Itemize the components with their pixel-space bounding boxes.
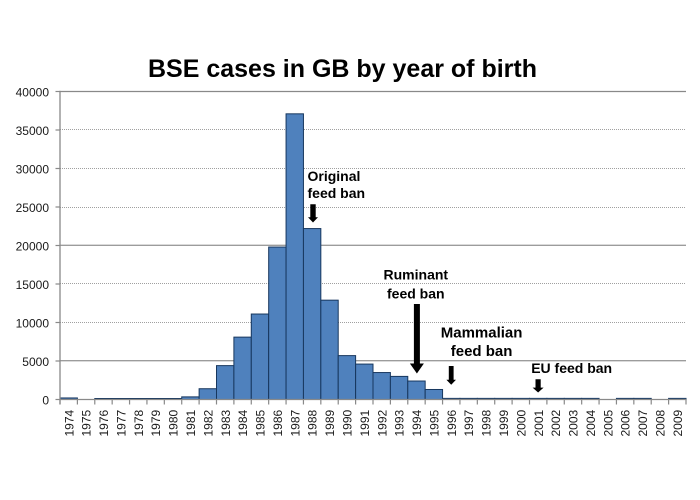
svg-text:35000: 35000 [16, 124, 50, 138]
svg-text:feed ban: feed ban [387, 285, 445, 301]
svg-text:10000: 10000 [16, 316, 50, 330]
svg-text:1977: 1977 [114, 409, 128, 436]
svg-text:1987: 1987 [288, 409, 302, 436]
svg-text:1979: 1979 [149, 409, 163, 436]
svg-text:Mammalian: Mammalian [441, 325, 523, 342]
svg-text:1986: 1986 [271, 409, 285, 436]
svg-text:1988: 1988 [306, 409, 320, 436]
svg-text:15000: 15000 [16, 278, 50, 292]
svg-text:0: 0 [42, 393, 49, 407]
svg-text:feed ban: feed ban [308, 185, 366, 201]
svg-text:1993: 1993 [393, 409, 407, 436]
svg-text:2007: 2007 [636, 409, 650, 436]
svg-text:40000: 40000 [16, 85, 50, 99]
svg-text:1981: 1981 [184, 409, 198, 436]
svg-text:1980: 1980 [167, 409, 181, 436]
svg-text:1984: 1984 [236, 409, 250, 436]
svg-text:25000: 25000 [16, 201, 50, 215]
svg-text:1976: 1976 [97, 409, 111, 436]
svg-text:1994: 1994 [410, 409, 424, 436]
svg-text:1990: 1990 [341, 409, 355, 436]
svg-text:2001: 2001 [532, 409, 546, 436]
svg-text:1999: 1999 [497, 409, 511, 436]
svg-text:1982: 1982 [201, 409, 215, 436]
svg-text:2000: 2000 [514, 409, 528, 436]
svg-text:1991: 1991 [358, 409, 372, 436]
svg-text:2008: 2008 [654, 409, 668, 436]
svg-text:1992: 1992 [375, 409, 389, 436]
svg-text:1985: 1985 [254, 409, 268, 436]
svg-text:30000: 30000 [16, 162, 50, 176]
svg-text:20000: 20000 [16, 239, 50, 253]
svg-text:1997: 1997 [462, 409, 476, 436]
svg-text:5000: 5000 [22, 355, 49, 369]
svg-text:1983: 1983 [219, 409, 233, 436]
svg-text:Original: Original [308, 168, 361, 184]
svg-text:feed ban: feed ban [451, 343, 513, 360]
svg-text:2002: 2002 [549, 409, 563, 436]
svg-text:2006: 2006 [619, 409, 633, 436]
svg-text:1974: 1974 [62, 409, 76, 436]
svg-text:BSE cases in GB by year of bir: BSE cases in GB by year of birth [148, 55, 537, 83]
svg-text:1978: 1978 [132, 409, 146, 436]
svg-text:Ruminant: Ruminant [384, 267, 449, 283]
svg-text:2009: 2009 [671, 409, 685, 436]
svg-text:EU feed ban: EU feed ban [531, 360, 612, 376]
svg-text:1989: 1989 [323, 409, 337, 436]
svg-text:2005: 2005 [601, 409, 615, 436]
svg-text:2004: 2004 [584, 409, 598, 436]
svg-text:1975: 1975 [80, 409, 94, 436]
svg-text:1995: 1995 [427, 409, 441, 436]
svg-text:1996: 1996 [445, 409, 459, 436]
svg-text:1998: 1998 [480, 409, 494, 436]
svg-text:2003: 2003 [567, 409, 581, 436]
